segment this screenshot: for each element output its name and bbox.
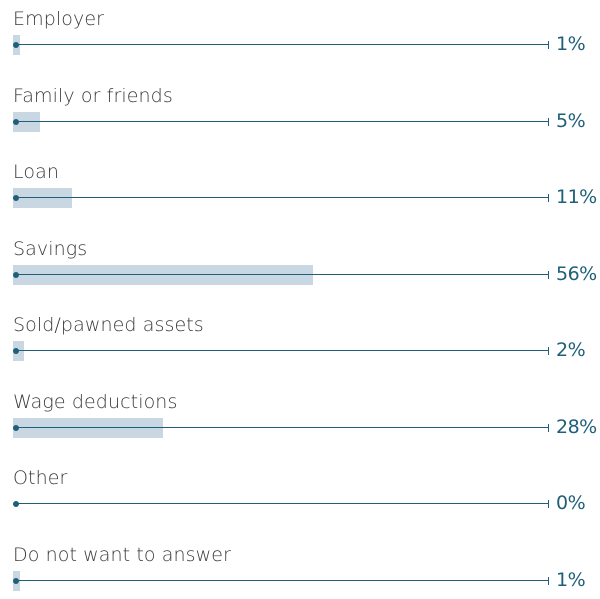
value-label: 5% <box>556 109 586 132</box>
value-label: 2% <box>556 339 586 361</box>
category-label: Other <box>13 467 68 489</box>
bar-start-dot <box>13 42 19 48</box>
bar-start-dot <box>13 195 19 201</box>
bar-end-tick <box>548 117 549 126</box>
bar-end-tick <box>548 423 549 432</box>
bar-end-tick <box>548 194 549 202</box>
value-label: 0% <box>556 492 586 514</box>
value-label: 1% <box>556 568 586 591</box>
bar-start-dot <box>13 501 19 507</box>
bar-track-line <box>15 350 548 352</box>
bar-start-dot <box>13 348 19 354</box>
bar-end-tick <box>548 347 549 355</box>
bar-track-line <box>15 426 548 428</box>
bar-end-tick <box>548 576 549 585</box>
category-label: Wage deductions <box>13 390 178 413</box>
bar-track-line <box>15 197 548 199</box>
value-label: 28% <box>556 415 597 438</box>
bar-end-tick <box>548 500 549 508</box>
bar-end-tick <box>548 270 549 279</box>
bar-track-line <box>15 579 548 581</box>
bar-track-line <box>15 44 548 46</box>
bar-start-dot <box>13 424 19 431</box>
category-label: Savings <box>13 237 88 260</box>
bar-start-dot <box>13 271 19 278</box>
category-label: Do not want to answer <box>13 543 232 566</box>
value-label: 11% <box>556 186 597 208</box>
bar-track-line <box>15 120 548 122</box>
category-label: Loan <box>13 161 59 183</box>
bar-track-line <box>15 503 548 505</box>
bar-start-dot <box>13 118 19 125</box>
bar-track-line <box>15 273 548 275</box>
category-label: Family or friends <box>13 84 173 107</box>
value-label: 1% <box>556 33 586 55</box>
category-label: Sold/pawned assets <box>13 314 204 336</box>
bar-end-tick <box>548 41 549 49</box>
bar-start-dot <box>13 577 19 584</box>
category-label: Employer <box>13 8 105 30</box>
value-label: 56% <box>556 262 597 285</box>
